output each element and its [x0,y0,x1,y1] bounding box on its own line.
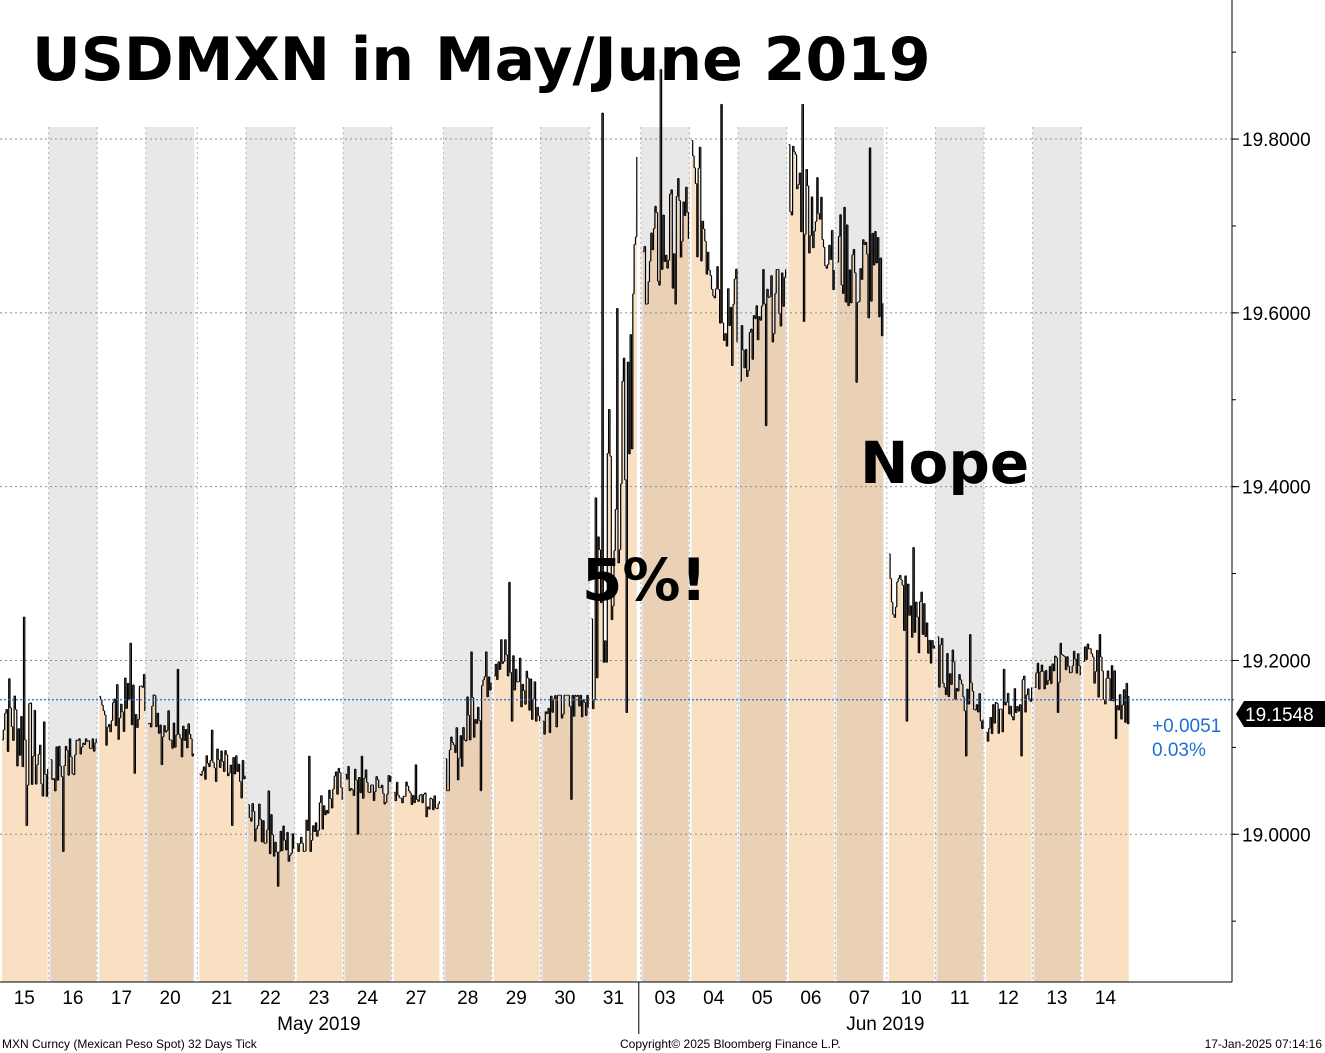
day-area [50,738,97,982]
x-tick-label: 14 [1095,988,1117,1009]
x-tick-label: 06 [800,988,821,1009]
x-tick-label: 30 [554,988,575,1009]
last-value-box [1236,701,1325,727]
y-tick-label: 19.6000 [1242,304,1311,325]
x-tick-label: 31 [603,988,624,1009]
day-area [837,147,883,982]
month-label: May 2019 [277,1014,360,1035]
x-tick-label: 03 [655,988,676,1009]
y-axis: 19.0000 19.2000 19.4000 19.6000 19.8000 [1231,0,1311,982]
day-area [147,669,194,982]
day-area [788,104,835,983]
day-area [2,617,48,982]
change-pct: 0.03% [1152,740,1206,761]
day-area [199,730,245,982]
y-tick-label: 19.2000 [1242,651,1311,672]
x-tick-label: 23 [308,988,329,1009]
day-area [542,695,589,982]
x-tick-label: 22 [260,988,281,1009]
day-area [99,643,145,982]
day-area [248,790,294,982]
footer-right: 17-Jan-2025 07:14:16 [1205,1037,1323,1051]
x-tick-label: 27 [406,988,427,1009]
day-area [1083,634,1129,982]
x-tick-label: 24 [357,988,379,1009]
x-tick-label: 11 [950,988,970,1009]
day-area [445,651,491,982]
chart-title: USDMXN in May/June 2019 [32,25,931,95]
day-area [888,547,935,982]
x-tick-label: 13 [1046,988,1067,1009]
day-area [345,756,391,982]
price-ticks [2,69,1130,887]
x-tick-label: 20 [160,988,181,1009]
day-area [642,69,689,982]
day-area [740,269,786,982]
gridlines [0,138,1232,835]
last-value-badge: 19.1548 [1236,701,1325,727]
day-area [591,113,637,982]
day-area [1034,643,1081,982]
x-axis: 15 16 17 20 21 22 23 24 27 28 29 30 31 03 04 05 06 07 10 11… [0,981,1232,1035]
x-tick-label: 05 [752,988,773,1009]
y-tick-label: 19.4000 [1242,478,1311,499]
x-tick-label: 16 [62,988,83,1009]
last-value-label: 19.1548 [1245,705,1314,726]
price-area [2,69,1129,983]
footer-center: Copyright© 2025 Bloomberg Finance L.P. [620,1037,841,1051]
day-area [937,634,983,982]
annotation-5pct: 5%! [582,546,707,614]
x-tick-label: 15 [14,988,35,1009]
x-tick-label: 21 [211,988,232,1009]
annotation-nope: Nope [860,429,1029,497]
day-area [986,669,1032,982]
day-area [691,104,737,983]
x-tick-label: 17 [111,988,132,1009]
x-tick-label: 10 [901,988,922,1009]
day-area [393,764,440,982]
x-tick-label: 28 [457,988,478,1009]
x-tick-label: 29 [506,988,527,1009]
change-abs: +0.0051 [1152,716,1221,737]
month-label: Jun 2019 [846,1014,924,1035]
x-tick-label: 04 [703,988,725,1009]
y-tick-label: 19.0000 [1242,825,1311,846]
day-area [296,756,343,982]
y-tick-label: 19.8000 [1242,130,1311,151]
day-area [494,582,540,982]
footer-left: MXN Curncy (Mexican Peso Spot) 32 Days T… [2,1037,258,1051]
x-tick-label: 12 [998,988,1019,1009]
x-tick-label: 07 [849,988,870,1009]
